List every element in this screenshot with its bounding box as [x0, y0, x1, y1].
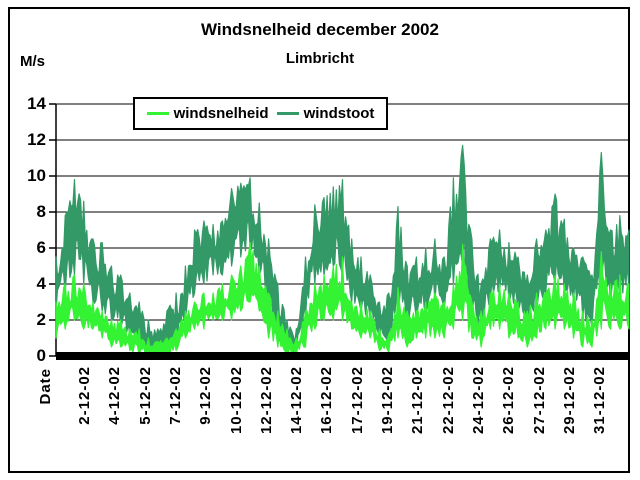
y-tick-label: 10 [27, 166, 46, 185]
chart-title: Windsnelheid december 2002 [201, 20, 439, 39]
legend-swatch-windsnelheid [146, 112, 169, 115]
legend-swatch-windstoot [276, 112, 299, 115]
x-tick-label-text: 21-12-02 [409, 366, 427, 435]
legend: windsnelheid windstoot [133, 97, 388, 130]
legend-label: windsnelheid [173, 105, 269, 122]
y-tick-label: 2 [36, 310, 46, 329]
y-tick-label: 12 [27, 130, 46, 149]
series-band-windstoot [55, 144, 630, 357]
x-tick-label-text: 19-12-02 [379, 366, 396, 435]
x-tick-label-text: 31-12-02 [591, 366, 609, 435]
legend-item-windsnelheid: windsnelheid [146, 105, 269, 122]
x-tick-label-text: 7-12-02 [166, 366, 184, 425]
x-tick-label-text: 9-12-02 [197, 366, 215, 425]
x-tick-label-text: 2-12-02 [76, 366, 93, 425]
series-band-windsnelheid [55, 242, 630, 357]
x-tick-label-text: 14-12-02 [288, 366, 306, 435]
x-tick-label-text: 26-12-02 [500, 366, 518, 435]
legend-item-windstoot: windstoot [276, 105, 375, 122]
chart-subtitle: Limbricht [285, 50, 355, 67]
x-tick-label-text: 17-12-02 [348, 366, 366, 435]
x-tick-label-text: 24-12-02 [469, 366, 487, 435]
legend-label: windstoot [303, 105, 375, 122]
y-tick-label: 8 [36, 202, 46, 221]
y-tick-label: 4 [36, 274, 46, 293]
y-axis-unit-label: M/s [20, 53, 46, 70]
y-tick-label: 14 [27, 94, 46, 113]
x-tick-label-text: 12-12-02 [257, 366, 275, 435]
x-axis-bar [56, 352, 629, 360]
y-tick-label: 6 [36, 238, 46, 257]
y-tick-label: 0 [36, 346, 46, 365]
x-tick-label-text: 27-12-02 [530, 366, 548, 435]
x-tick-label-text: 4-12-02 [106, 366, 124, 425]
x-tick-label-text: 22-12-02 [439, 366, 457, 435]
x-tick-label-text: 10-12-02 [227, 366, 245, 435]
x-tick-label-text: 16-12-02 [318, 366, 336, 435]
x-tick-label-text: 5-12-02 [136, 366, 154, 425]
x-tick-label-text: 29-12-02 [560, 366, 578, 435]
x-axis-title-text: Date [37, 368, 54, 405]
